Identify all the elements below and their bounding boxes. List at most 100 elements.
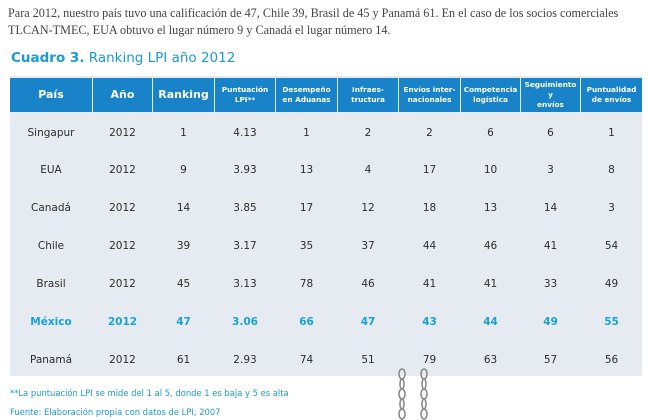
cell-anio: 2012 <box>109 202 136 214</box>
header-seguimiento: Seguimiento y envíos <box>521 78 580 112</box>
table-header-row: País Año Ranking Puntuación LPI** Desempeño en… <box>10 76 642 114</box>
table-row: México 2012 47 3.06 66 47 43 44 49 55 <box>10 306 642 338</box>
cell-seguimiento: 6 <box>547 127 554 139</box>
cell-aduanas: 74 <box>299 354 314 366</box>
cell-envios-internacionales: 41 <box>422 278 437 290</box>
cell-seguimiento: 41 <box>543 240 558 252</box>
table-row: Panamá 2012 61 2.93 74 51 79 63 57 56 <box>10 344 642 376</box>
cell-pais: Brasil <box>36 278 66 290</box>
header-text: Envíos inter- <box>403 85 456 94</box>
header-text: Infraes- <box>352 85 384 94</box>
header-text: Competencia <box>463 85 518 94</box>
cell-ranking: 61 <box>176 354 191 366</box>
cell-competencia: 44 <box>483 316 498 328</box>
header-text: envíos <box>537 100 564 109</box>
table-row: EUA 2012 9 3.93 13 4 17 10 3 8 <box>10 154 642 186</box>
header-envios-internacionales: Envíos inter-nacionales <box>399 78 460 112</box>
cell-seguimiento: 14 <box>543 202 558 214</box>
cell-infraestructura: 12 <box>361 202 375 214</box>
cell-aduanas: 13 <box>299 164 314 176</box>
cell-anio: 2012 <box>109 127 136 139</box>
cell-ranking: 14 <box>176 202 191 214</box>
header-puntualidad: Puntualidad de envíos <box>581 78 642 112</box>
cell-anio: 2012 <box>109 278 136 290</box>
cell-puntuacion: 3.85 <box>233 202 257 214</box>
cell-infraestructura: 37 <box>361 240 375 252</box>
cell-infraestructura: 47 <box>360 316 376 328</box>
lpi-ranking-table: País Año Ranking Puntuación LPI** Desempeño en… <box>10 76 642 376</box>
header-text: Puntualidad <box>586 85 637 94</box>
cell-puntualidad: 3 <box>608 202 615 214</box>
cell-anio: 2012 <box>109 164 136 176</box>
cell-pais: Canadá <box>31 202 71 214</box>
header-text: tructura <box>351 95 385 104</box>
cell-aduanas: 1 <box>303 127 310 139</box>
cell-anio: 2012 <box>109 240 136 252</box>
cell-seguimiento: 33 <box>543 278 558 290</box>
cell-anio: 2012 <box>107 316 138 328</box>
header-anio: Año <box>93 78 152 112</box>
cell-envios-internacionales: 43 <box>422 316 437 328</box>
header-text: nacionales <box>407 95 452 104</box>
cell-competencia: 63 <box>483 354 498 366</box>
cell-pais: Panamá <box>29 354 73 366</box>
cell-puntuacion: 3.13 <box>233 278 257 290</box>
cell-aduanas: 78 <box>299 278 314 290</box>
cell-ranking: 1 <box>180 127 187 139</box>
cell-envios-internacionales: 44 <box>422 240 437 252</box>
cell-puntualidad: 56 <box>604 354 619 366</box>
header-pais: País <box>10 78 92 112</box>
cell-pais: EUA <box>40 164 62 176</box>
cell-infraestructura: 4 <box>364 164 372 176</box>
table-row: Singapur 2012 1 4.13 1 2 2 6 6 1 <box>10 117 642 149</box>
cell-aduanas: 17 <box>299 202 314 214</box>
cell-infraestructura: 2 <box>364 127 372 139</box>
cell-puntualidad: 54 <box>604 240 619 252</box>
cell-infraestructura: 51 <box>361 354 375 366</box>
cell-pais: México <box>30 316 72 328</box>
table-row: Brasil 2012 45 3.13 78 46 41 41 33 49 <box>10 268 642 300</box>
cell-pais: Chile <box>37 240 65 252</box>
header-text: Desempeño <box>282 85 331 94</box>
cell-pais: Singapur <box>27 127 75 139</box>
header-text: logística <box>473 95 508 104</box>
cell-envios-internacionales: 2 <box>426 127 433 139</box>
cell-aduanas: 66 <box>299 316 314 328</box>
caption-title: Ranking LPI año 2012 <box>88 50 236 66</box>
header-puntuacion: Puntuación LPI** <box>215 78 275 112</box>
cell-puntuacion: 3.06 <box>232 316 258 328</box>
source-note: Fuente: Elaboración propia con datos de … <box>10 407 221 417</box>
cell-competencia: 41 <box>483 278 498 290</box>
header-text: LPI** <box>234 95 256 104</box>
cell-competencia: 10 <box>483 164 498 176</box>
cell-ranking: 45 <box>176 278 191 290</box>
table-row: Chile 2012 39 3.17 35 37 44 46 41 54 <box>10 230 642 262</box>
cell-infraestructura: 46 <box>361 278 375 290</box>
header-competencia: Competencia logística <box>461 78 520 112</box>
header-text: Año <box>110 88 135 101</box>
cell-ranking: 39 <box>176 240 191 252</box>
header-text: Puntuación <box>221 85 269 94</box>
cell-ranking: 47 <box>176 316 191 328</box>
cell-aduanas: 35 <box>299 240 314 252</box>
intro-paragraph: Para 2012, nuestro país tuvo una calific… <box>8 6 619 37</box>
footnote: **La puntuación LPI se mide del 1 al 5, … <box>10 388 289 398</box>
table-caption: Cuadro 3. Ranking LPI año 2012 <box>11 50 235 66</box>
header-aduanas: Desempeño en Aduanas <box>276 78 337 112</box>
cell-competencia: 13 <box>483 202 498 214</box>
cell-puntualidad: 55 <box>604 316 619 328</box>
cell-anio: 2012 <box>109 354 136 366</box>
header-infraestructura: Infraes-tructura <box>338 78 398 112</box>
header-text: en Aduanas <box>282 95 331 104</box>
cell-envios-internacionales: 18 <box>422 202 437 214</box>
cell-puntuacion: 2.93 <box>233 354 257 366</box>
cell-puntuacion: 4.13 <box>233 127 257 139</box>
cell-seguimiento: 57 <box>543 354 558 366</box>
cell-competencia: 6 <box>487 127 494 139</box>
cell-envios-internacionales: 79 <box>422 354 437 366</box>
header-text: de envíos <box>591 95 632 104</box>
header-ranking: Ranking <box>153 78 214 112</box>
cell-puntualidad: 1 <box>608 127 615 139</box>
header-text: Ranking <box>158 88 209 101</box>
cell-puntuacion: 3.17 <box>233 240 257 252</box>
